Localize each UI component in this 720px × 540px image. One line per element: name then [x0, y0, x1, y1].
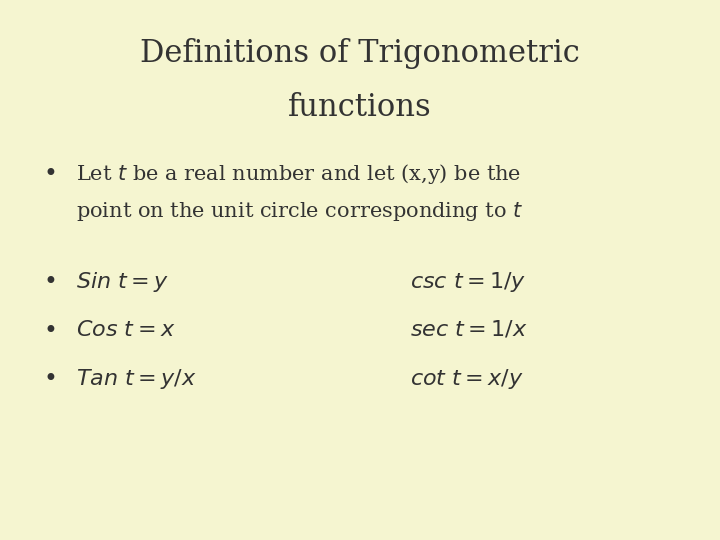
Text: $\mathit{csc}\ t = 1/y$: $\mathit{csc}\ t = 1/y$	[410, 270, 527, 294]
Text: $\mathit{sec}\ t = 1/x$: $\mathit{sec}\ t = 1/x$	[410, 319, 528, 341]
Text: Let $t$ be a real number and let (x,y) be the: Let $t$ be a real number and let (x,y) b…	[76, 162, 521, 186]
Text: $\mathit{cot}\ t = x/y$: $\mathit{cot}\ t = x/y$	[410, 367, 524, 391]
Text: •: •	[43, 367, 57, 391]
Text: point on the unit circle corresponding to $t$: point on the unit circle corresponding t…	[76, 200, 523, 223]
Text: Definitions of Trigonometric: Definitions of Trigonometric	[140, 38, 580, 69]
Text: •: •	[43, 162, 57, 186]
Text: $\mathit{Sin}\ t = y$: $\mathit{Sin}\ t = y$	[76, 270, 168, 294]
Text: $\mathit{Cos}\ t = x$: $\mathit{Cos}\ t = x$	[76, 319, 175, 341]
Text: •: •	[43, 319, 57, 342]
Text: functions: functions	[288, 92, 432, 123]
Text: •: •	[43, 270, 57, 294]
Text: $\mathit{Tan}\ t = y/x$: $\mathit{Tan}\ t = y/x$	[76, 367, 197, 391]
